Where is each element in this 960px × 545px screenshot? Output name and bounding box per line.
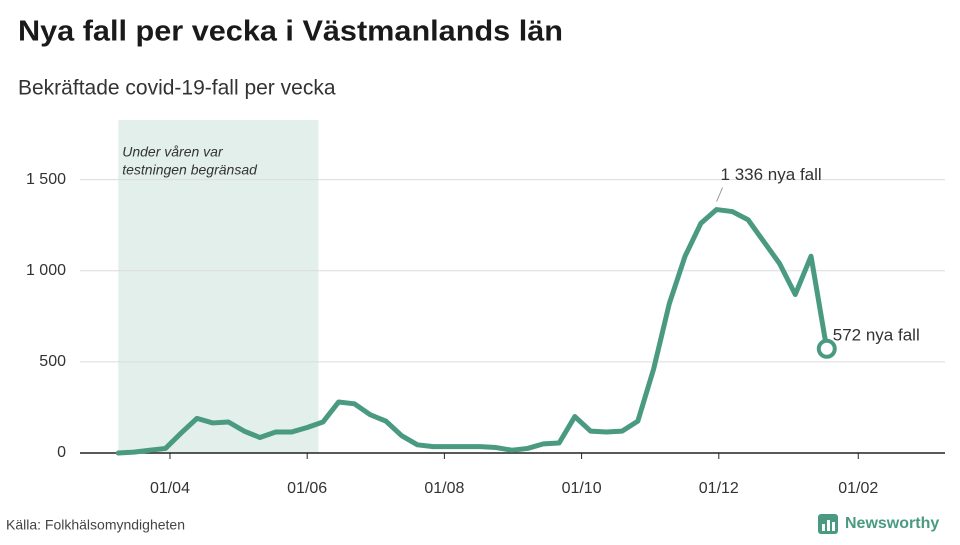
line [115, 207, 830, 456]
x-tick-label: 01/08 [424, 480, 464, 497]
brand-logo [818, 514, 838, 534]
region-label: Under våren var [122, 144, 224, 160]
shaded-region [118, 120, 319, 453]
region-label: testningen begränsad [122, 162, 258, 178]
x-tick-label: 01/04 [150, 480, 190, 497]
y-tick-label: 1 500 [26, 171, 66, 188]
source: Källa: Folkhälsomyndigheten [6, 517, 185, 533]
x-tick-label: 01/12 [699, 480, 739, 497]
data-label: 572 nya fall [833, 325, 920, 344]
x-tick-label: 01/06 [287, 480, 327, 497]
end-marker [816, 338, 837, 359]
y-tick-label: 1 000 [26, 262, 66, 279]
data-label: 1 336 nya fall [721, 165, 822, 184]
brand: Newsworthy [845, 515, 939, 532]
x-tick-label: 01/10 [562, 480, 602, 497]
y-tick-label: 500 [39, 353, 66, 370]
chart-title: Nya fall per vecka i Västmanlands län [18, 16, 563, 48]
chart-subtitle: Bekräftade covid-19-fall per vecka [18, 77, 336, 100]
label-leader [716, 187, 724, 202]
x-tick-label: 01/02 [838, 480, 878, 497]
y-tick-label: 0 [57, 444, 66, 461]
